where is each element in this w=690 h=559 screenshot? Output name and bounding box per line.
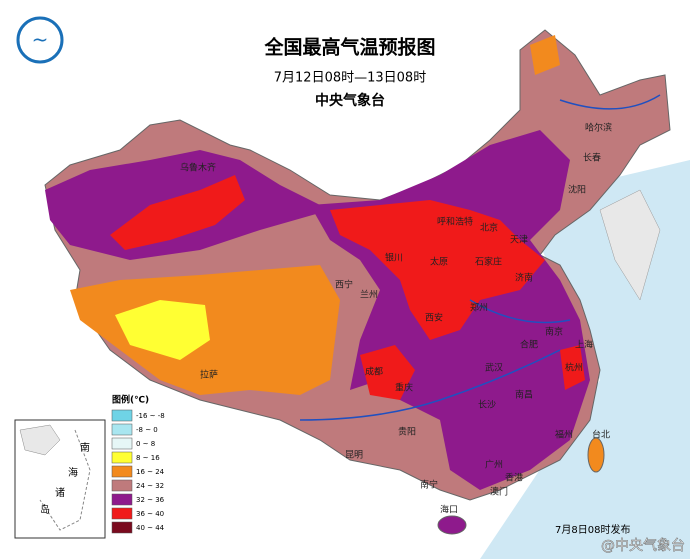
city: 拉萨 xyxy=(200,369,218,381)
taiwan xyxy=(587,437,605,473)
city: 重庆 xyxy=(395,382,413,394)
zone-36-40-sichuan xyxy=(360,345,415,400)
rivers xyxy=(299,94,661,421)
city: 台北 xyxy=(592,429,610,441)
legend-label: 8 ~ 16 xyxy=(136,454,160,462)
logo xyxy=(16,16,64,64)
city: 沈阳 xyxy=(568,184,586,196)
legend-label: -8 ~ 0 xyxy=(136,426,158,434)
city: 北京 xyxy=(480,222,498,234)
legend-label: 24 ~ 32 xyxy=(136,482,164,490)
legend-label: 40 ~ 44 xyxy=(136,524,165,532)
logo-mark: ~ xyxy=(32,28,49,52)
city: 广州 xyxy=(485,459,503,471)
city: 呼和浩特 xyxy=(437,216,473,228)
inset-land xyxy=(19,424,61,456)
city: 哈尔滨 xyxy=(585,122,612,134)
inset-label: 南 xyxy=(80,441,90,454)
city: 石家庄 xyxy=(475,256,502,268)
title: 全国最高气温预报图 xyxy=(263,36,435,59)
legend-swatch xyxy=(111,451,133,464)
city: 西宁 xyxy=(335,279,353,291)
city: 南京 xyxy=(545,326,563,338)
legend: 图例(℃) -16 ~ -8 -8 ~ 0 0 ~ 8 8 ~ 16 16 ~ 24 24… xyxy=(108,392,168,538)
city: 成都 xyxy=(365,366,383,378)
zone-8-16 xyxy=(115,300,210,360)
city: 昆明 xyxy=(345,450,363,461)
city: 香港 xyxy=(505,472,523,484)
city: 贵阳 xyxy=(398,426,416,438)
issuer: 中央气象台 xyxy=(315,92,385,109)
korea xyxy=(599,189,661,301)
city: 乌鲁木齐 xyxy=(180,162,216,174)
city: 福州 xyxy=(555,429,573,441)
zone-36-40 xyxy=(110,175,245,250)
issued: 7月8日08时发布 xyxy=(555,523,630,536)
zone-36-40-north xyxy=(330,200,545,340)
legend-swatch xyxy=(111,507,133,520)
legend-label: -16 ~ -8 xyxy=(136,412,165,420)
city: 合肥 xyxy=(520,339,538,351)
cities: 乌鲁木齐 哈尔滨 长春 沈阳 呼和浩特 北京 天津 石家庄 太原 银川 西宁 兰… xyxy=(180,122,612,516)
city: 杭州 xyxy=(565,362,583,374)
city: 上海 xyxy=(575,339,593,351)
city: 郑州 xyxy=(470,302,488,314)
legend-swatch xyxy=(111,465,133,478)
legend-label: 16 ~ 24 xyxy=(136,468,165,476)
hainan xyxy=(437,515,467,535)
city: 银川 xyxy=(385,252,403,264)
city: 武汉 xyxy=(485,362,503,374)
legend-swatch xyxy=(111,479,133,492)
legend-swatch xyxy=(111,521,133,534)
subtitle: 7月12日08时—13日08时 xyxy=(274,71,426,86)
inset-label: 岛 xyxy=(40,503,50,516)
legend-swatch xyxy=(111,437,133,450)
legend-label: 0 ~ 8 xyxy=(136,440,155,448)
city: 兰州 xyxy=(360,289,378,301)
zone-16-24-ne xyxy=(530,35,560,75)
legend-title: 图例(℃) xyxy=(112,394,149,406)
city: 长沙 xyxy=(478,399,496,411)
watermark: @中央气象台 xyxy=(601,538,685,554)
city: 南宁 xyxy=(420,479,438,491)
city: 长春 xyxy=(583,152,601,164)
legend-swatch xyxy=(111,423,133,436)
zone-36-40-east xyxy=(560,345,585,390)
city: 南昌 xyxy=(515,389,533,401)
legend-label: 32 ~ 36 xyxy=(136,496,165,504)
city: 济南 xyxy=(515,272,533,284)
legend-swatch xyxy=(111,493,133,506)
inset-label: 诸 xyxy=(55,487,65,499)
city: 西安 xyxy=(425,312,443,324)
inset-label: 海 xyxy=(68,466,78,479)
city: 天津 xyxy=(510,235,528,246)
city: 澳门 xyxy=(490,486,508,498)
city: 太原 xyxy=(430,256,448,268)
city: 海口 xyxy=(440,504,458,516)
legend-swatch xyxy=(111,409,133,422)
legend-label: 36 ~ 40 xyxy=(136,510,164,518)
